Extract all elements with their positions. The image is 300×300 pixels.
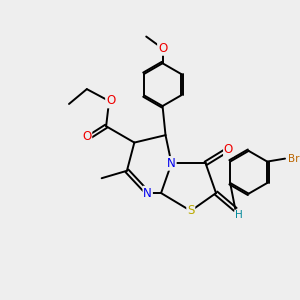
Text: O: O <box>82 130 92 143</box>
Text: N: N <box>143 187 152 200</box>
Text: S: S <box>187 204 194 218</box>
Text: H: H <box>235 210 243 220</box>
Text: Br: Br <box>288 154 299 164</box>
Text: O: O <box>106 94 115 107</box>
Text: O: O <box>158 42 167 55</box>
Text: O: O <box>224 142 233 156</box>
Text: N: N <box>167 157 176 170</box>
